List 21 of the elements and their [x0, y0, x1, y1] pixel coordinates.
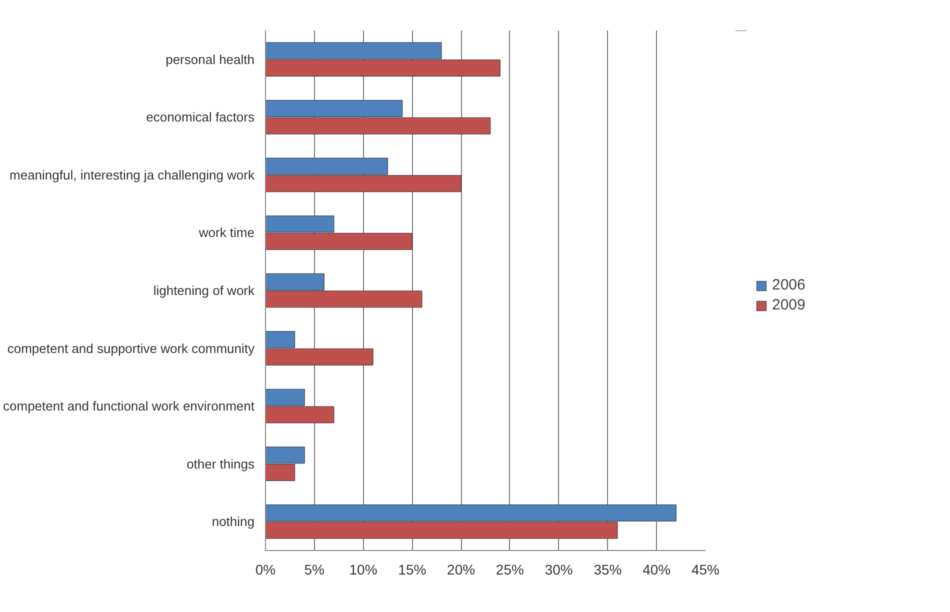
- y-tick-label: other things: [186, 456, 255, 472]
- y-tick-label: competent and functional work environment: [3, 398, 255, 414]
- y-tick-label: nothing: [212, 514, 255, 530]
- x-tick-label: 25%: [496, 562, 524, 578]
- x-tick-label: 45%: [691, 562, 720, 578]
- x-tick-label: 35%: [594, 562, 622, 578]
- y-tick-label: work time: [198, 225, 255, 240]
- y-tick-label: lightening of work: [153, 283, 255, 298]
- y-tick-label: meaningful, interesting ja challenging work: [10, 167, 255, 182]
- y-tick-label: personal health: [166, 52, 255, 67]
- x-tick-label: 20%: [447, 562, 476, 578]
- x-tick-label: 40%: [642, 562, 671, 578]
- y-tick-label: economical factors: [146, 110, 255, 125]
- x-tick-label: 30%: [544, 562, 573, 578]
- x-tick-label: 15%: [398, 562, 426, 578]
- x-tick-label: 5%: [304, 562, 325, 578]
- legend-label: 2006: [772, 276, 806, 294]
- x-tick-label: 0%: [255, 562, 276, 578]
- x-tick-label: 10%: [349, 562, 378, 578]
- legend-label: 2009: [772, 296, 806, 314]
- y-tick-label: competent and supportive work community: [7, 340, 255, 356]
